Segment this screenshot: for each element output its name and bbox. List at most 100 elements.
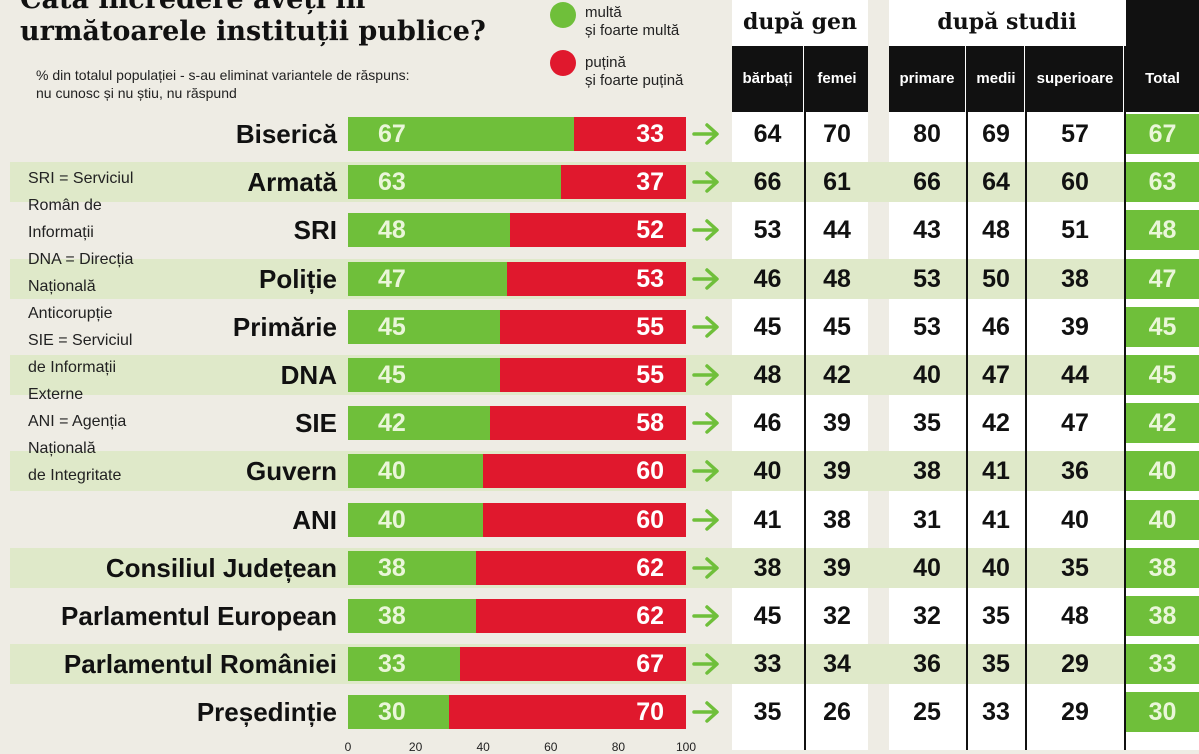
cell-primare: 80 (913, 120, 941, 148)
bar-red-value: 53 (636, 265, 664, 293)
cell-barbati: 33 (753, 650, 782, 678)
cell-medii: 33 (982, 698, 1010, 726)
x-tick-label: 20 (408, 740, 423, 754)
arrow-right-icon (692, 213, 722, 247)
cell-primare: 31 (913, 506, 941, 534)
bar-green (348, 503, 484, 537)
note-line: de Integritate (28, 467, 122, 484)
category-label: DNA (280, 360, 337, 390)
cell-total: 40 (1126, 500, 1199, 540)
cell-primare: 35 (913, 409, 941, 437)
cell-femei: 39 (823, 409, 851, 437)
cell-medii: 40 (982, 554, 1010, 582)
category-label: Guvern (245, 456, 337, 486)
bar-stack: 63 37 (348, 165, 686, 199)
bar-red (500, 310, 686, 344)
arrow-right-icon (692, 454, 722, 488)
studies-row-band (889, 644, 1125, 684)
cell-superioare: 38 (1061, 265, 1089, 293)
arrow-right-icon (692, 647, 722, 681)
cell-barbati: 41 (753, 506, 782, 534)
cell-barbati: 45 (753, 313, 782, 341)
arrow-right-icon (692, 262, 722, 296)
bar-red (489, 406, 686, 440)
x-tick-label: 100 (676, 740, 697, 754)
cell-medii: 46 (982, 313, 1010, 341)
note-line: Națională (28, 440, 96, 457)
arrow-right-icon (692, 406, 722, 440)
cell-barbati: 66 (753, 168, 782, 196)
cell-femei: 32 (823, 602, 851, 630)
cell-medii: 35 (982, 602, 1010, 630)
arrow-right-icon (692, 358, 722, 392)
cell-superioare: 40 (1061, 506, 1089, 534)
bar-red-value: 52 (636, 216, 664, 244)
bar-green (348, 406, 490, 440)
bar-green-value: 30 (378, 698, 406, 726)
bar-green-value: 63 (378, 168, 406, 196)
header-superioare: superioare (1027, 46, 1123, 112)
cell-barbati: 64 (753, 120, 782, 148)
cell-barbati: 46 (753, 409, 782, 437)
divider-studies-3 (1124, 46, 1126, 750)
bar-red (500, 358, 686, 392)
bar-green (348, 117, 575, 151)
cell-primare: 25 (913, 698, 941, 726)
note-line: Națională (28, 278, 96, 295)
bar-red-value: 55 (636, 313, 664, 341)
cell-femei: 48 (823, 265, 851, 293)
chart-title-line1: Câtă încredere aveți în (20, 0, 486, 16)
gender-row-band (732, 355, 868, 395)
bar-red-value: 60 (636, 457, 664, 485)
legend-red-text: puțină și foarte puțină (585, 54, 683, 90)
cell-superioare: 48 (1061, 602, 1089, 630)
bar-green (348, 213, 511, 247)
cell-total: 40 (1126, 451, 1199, 491)
cell-femei: 70 (823, 120, 851, 148)
header-primare: primare (889, 46, 965, 112)
bar-red (510, 213, 686, 247)
group-header-studies: după studii (937, 9, 1077, 35)
bar-red (449, 695, 686, 729)
cell-total: 38 (1126, 596, 1199, 636)
divider-studies-2 (1025, 46, 1027, 750)
legend-green-text: multă și foarte multă (585, 4, 679, 40)
cell-primare: 40 (913, 361, 941, 389)
bar-green (348, 695, 450, 729)
cell-primare: 32 (913, 602, 941, 630)
cell-primare: 38 (913, 457, 941, 485)
note-line: Informații (28, 224, 94, 241)
bar-red-value: 58 (636, 409, 664, 437)
bar-green (348, 599, 477, 633)
cell-total: 42 (1126, 403, 1199, 443)
bar-stack: 45 55 (348, 310, 686, 344)
arrow-right-icon (692, 695, 722, 729)
studies-row-band (889, 451, 1125, 491)
bar-green-value: 45 (378, 313, 406, 341)
cell-femei: 39 (823, 554, 851, 582)
cell-medii: 48 (982, 216, 1010, 244)
cell-total: 45 (1126, 355, 1199, 395)
legend-green-line2: și foarte multă (585, 22, 680, 39)
category-label: Biserică (235, 119, 337, 149)
studies-row-band (889, 259, 1125, 299)
bar-stack: 33 67 (348, 647, 686, 681)
header-barbati: bărbați (732, 46, 803, 112)
cell-femei: 44 (823, 216, 851, 244)
gender-row-band (732, 548, 868, 588)
cell-primare: 40 (913, 554, 941, 582)
cell-medii: 42 (982, 409, 1010, 437)
cell-femei: 26 (823, 698, 851, 726)
bar-red-value: 62 (636, 554, 664, 582)
bar-red-value: 70 (636, 698, 664, 726)
bar-green (348, 310, 501, 344)
bar-stack: 48 52 (348, 213, 686, 247)
divider-gender (804, 46, 806, 750)
header-medii: medii (968, 46, 1024, 112)
cell-total: 47 (1126, 259, 1199, 299)
note-line: de Informații (28, 359, 117, 376)
gender-row-band (732, 162, 868, 202)
bar-green-value: 38 (378, 602, 406, 630)
group-header-gender: după gen (742, 9, 858, 35)
category-label: Președinție (196, 697, 337, 727)
